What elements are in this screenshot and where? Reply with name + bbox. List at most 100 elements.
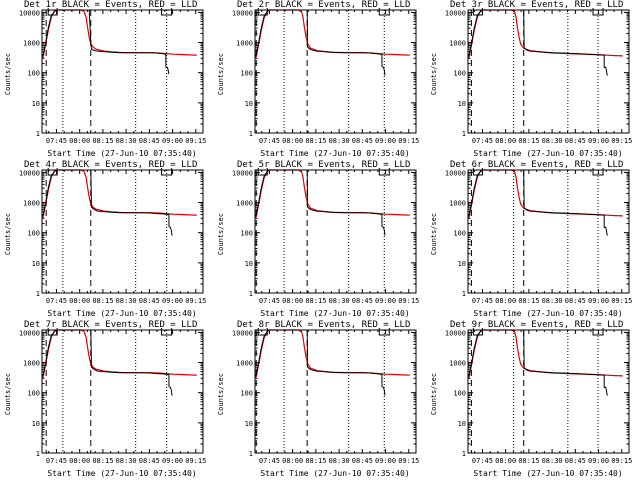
y-tick-label: 100: [453, 390, 466, 398]
interval-bracket-right: [592, 168, 604, 176]
events-series-line: [255, 9, 386, 76]
y-tick-label: 10: [32, 260, 40, 268]
plot-svg: 1 10 100 1000 10000 07:45 08:00 08:15 08:30 08:45…: [232, 168, 419, 305]
x-tick-label: 08:45: [139, 297, 160, 305]
x-tick-label: 09:00: [162, 297, 183, 305]
x-tick-label: 08:00: [69, 137, 90, 145]
panel-det-1r: 1 10 100 1000 10000 07:45 08:00 08:15 08:30 08:45…: [0, 0, 213, 160]
events-series-line: [255, 169, 386, 236]
x-tick-label: 08:00: [495, 457, 516, 465]
y-tick-label: 1000: [23, 40, 40, 48]
interval-bracket-right: [378, 8, 390, 16]
x-tick-label: 07:45: [259, 297, 280, 305]
events-series-line: [468, 329, 608, 396]
y-axis-label: Counts/sec: [430, 52, 438, 96]
x-tick-label: 08:15: [305, 457, 326, 465]
x-tick-label: 08:00: [69, 457, 90, 465]
x-tick-label: 08:30: [329, 137, 350, 145]
x-axis-label: Start Time (27-Jun-10 07:35:40): [473, 309, 623, 318]
plot-frame: [254, 169, 417, 294]
y-tick-label: 10: [245, 420, 253, 428]
x-tick-label: 09:15: [611, 297, 632, 305]
x-tick-label: 08:45: [352, 457, 373, 465]
plot-traces: [468, 169, 623, 293]
events-series-line: [468, 169, 608, 236]
x-tick-label: 08:45: [352, 137, 373, 145]
panel-det-7r: 1 10 100 1000 10000 07:45 08:00 08:15 08:30 08:45…: [0, 320, 213, 480]
y-tick-label: 1000: [23, 360, 40, 368]
plot-traces: [42, 9, 197, 133]
panel-det-8r: 1 10 100 1000 10000 07:45 08:00 08:15 08:30 08:45…: [213, 320, 426, 480]
y-tick-label: 10: [245, 260, 253, 268]
x-axis-label: Start Time (27-Jun-10 07:35:40): [473, 469, 623, 478]
y-tick-label: 100: [27, 70, 40, 78]
events-series-line: [42, 9, 170, 75]
x-tick-label: 09:15: [398, 297, 419, 305]
x-tick-label: 09:00: [588, 137, 609, 145]
lld-series-line: [255, 329, 410, 379]
y-tick-label: 10000: [232, 169, 253, 177]
panel-det-3r: 1 10 100 1000 10000 07:45 08:00 08:15 08:30 08:45…: [426, 0, 639, 160]
x-axis-label: Start Time (27-Jun-10 07:35:40): [47, 309, 197, 318]
panel-title: Det 7r BLACK = Events, RED = LLD: [24, 320, 198, 330]
y-tick-label: 10000: [19, 9, 40, 17]
y-tick-label: 1000: [236, 200, 253, 208]
y-tick-label: 1000: [236, 360, 253, 368]
x-tick-label: 08:00: [282, 457, 303, 465]
y-tick-label: 1: [36, 130, 40, 138]
interval-bracket-right: [378, 328, 390, 336]
y-tick-label: 10000: [232, 329, 253, 337]
y-tick-label: 1: [462, 130, 466, 138]
x-tick-label: 08:15: [92, 137, 113, 145]
plot-frame: [467, 329, 630, 454]
events-series-line: [42, 329, 173, 396]
y-axis-label: Counts/sec: [217, 52, 225, 96]
plot-frame: [41, 329, 204, 454]
y-tick-label: 1: [249, 450, 253, 458]
y-tick-label: 1: [36, 290, 40, 298]
lld-series-line: [255, 169, 410, 219]
plot-svg: 1 10 100 1000 10000 07:45 08:00 08:15 08:30 08:45…: [445, 8, 632, 145]
x-tick-label: 09:15: [398, 457, 419, 465]
x-tick-label: 09:00: [588, 297, 609, 305]
lld-series-line: [42, 169, 197, 219]
plot-traces: [255, 329, 410, 453]
lld-series-line: [468, 329, 623, 379]
x-tick-label: 09:00: [375, 297, 396, 305]
x-tick-label: 08:30: [116, 297, 137, 305]
y-axis-label: Counts/sec: [4, 212, 12, 256]
y-tick-label: 10000: [232, 9, 253, 17]
x-axis-label: Start Time (27-Jun-10 07:35:40): [47, 469, 197, 478]
x-tick-label: 09:00: [375, 137, 396, 145]
plot-svg: 1 10 100 1000 10000 07:45 08:00 08:15 08:30 08:45…: [19, 8, 206, 145]
interval-bracket-left: [257, 328, 268, 336]
lld-series-line: [42, 9, 197, 59]
x-tick-label: 08:30: [542, 137, 563, 145]
y-tick-label: 1000: [23, 200, 40, 208]
interval-bracket-left: [47, 328, 58, 336]
x-axis-label: Start Time (27-Jun-10 07:35:40): [473, 149, 623, 158]
plot-frame: [254, 329, 417, 454]
x-tick-label: 08:15: [92, 297, 113, 305]
y-tick-label: 1000: [449, 200, 466, 208]
x-tick-label: 07:45: [472, 297, 493, 305]
y-tick-label: 1: [36, 450, 40, 458]
plot-svg: 1 10 100 1000 10000 07:45 08:00 08:15 08:30 08:45…: [445, 168, 632, 305]
x-tick-label: 09:15: [611, 137, 632, 145]
y-tick-label: 10: [458, 420, 466, 428]
x-tick-label: 09:00: [588, 457, 609, 465]
x-tick-label: 08:30: [116, 137, 137, 145]
plot-svg: 1 10 100 1000 10000 07:45 08:00 08:15 08:30 08:45…: [445, 328, 632, 465]
interval-bracket-right: [378, 168, 390, 176]
y-axis-label: Counts/sec: [430, 372, 438, 416]
y-tick-label: 1: [249, 130, 253, 138]
x-tick-label: 08:15: [305, 137, 326, 145]
y-tick-label: 10000: [19, 329, 40, 337]
x-tick-label: 07:45: [46, 297, 67, 305]
plot-traces: [255, 169, 410, 293]
lld-series-line: [42, 329, 197, 379]
x-tick-label: 08:15: [518, 457, 539, 465]
x-tick-label: 08:30: [116, 457, 137, 465]
x-axis-label: Start Time (27-Jun-10 07:35:40): [260, 309, 410, 318]
y-tick-label: 10: [32, 100, 40, 108]
